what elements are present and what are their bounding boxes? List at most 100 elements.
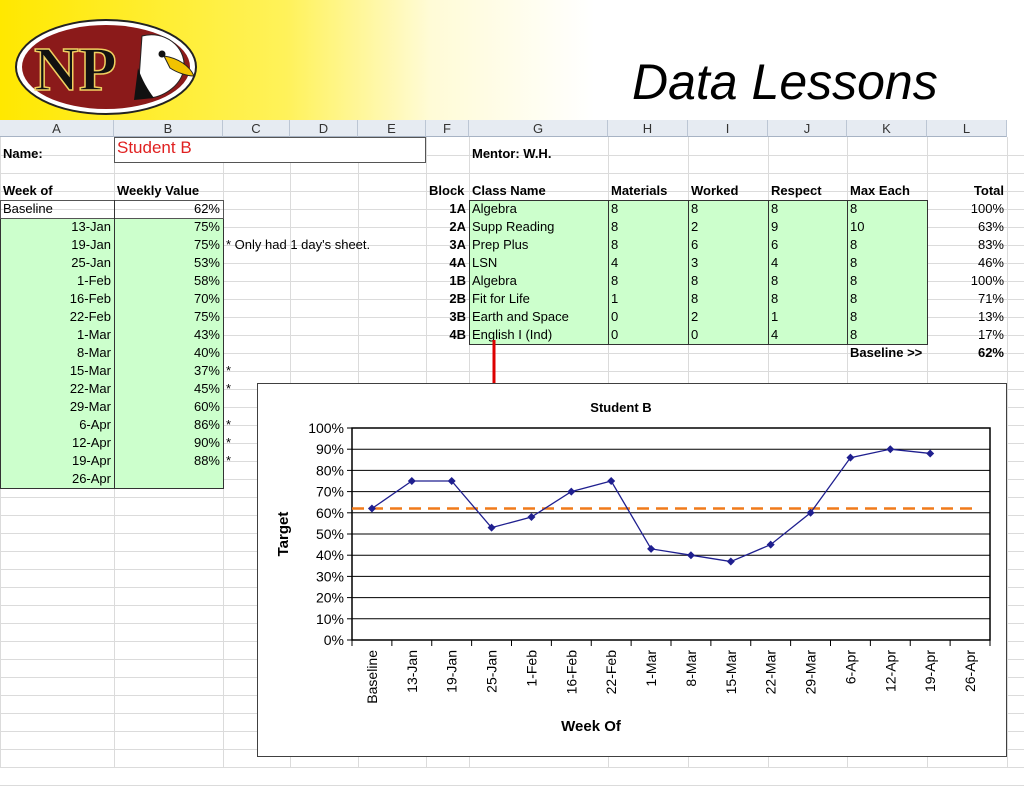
class-materials[interactable]: 8 — [611, 219, 619, 234]
class-max-each[interactable]: 8 — [850, 237, 858, 252]
class-worked[interactable]: 3 — [691, 255, 699, 270]
class-respect[interactable]: 9 — [771, 219, 779, 234]
col-header-j[interactable]: J — [768, 120, 847, 137]
class-block[interactable]: 3B — [449, 309, 466, 324]
class-name[interactable]: Fit for Life — [472, 291, 530, 306]
week-label[interactable]: 1-Feb — [77, 273, 111, 288]
class-respect[interactable]: 1 — [771, 309, 779, 324]
col-header-h[interactable]: H — [608, 120, 688, 137]
week-note[interactable]: * Only had 1 day's sheet. — [226, 237, 371, 252]
class-block[interactable]: 2B — [449, 291, 466, 306]
class-total[interactable]: 63% — [977, 219, 1004, 234]
header-total[interactable]: Total — [973, 183, 1004, 198]
week-value[interactable]: 86% — [193, 417, 220, 432]
student-name-value[interactable]: Student B — [117, 138, 192, 157]
col-header-e[interactable]: E — [358, 120, 426, 137]
class-total[interactable]: 46% — [977, 255, 1004, 270]
header-week-of[interactable]: Week of — [3, 183, 53, 198]
class-materials[interactable]: 8 — [611, 237, 619, 252]
week-label[interactable]: 29-Mar — [69, 399, 111, 414]
col-header-f[interactable]: F — [426, 120, 469, 137]
header-respect[interactable]: Respect — [771, 183, 822, 198]
col-header-g[interactable]: G — [469, 120, 608, 137]
week-label[interactable]: 15-Mar — [69, 363, 111, 378]
class-max-each[interactable]: 10 — [850, 219, 865, 234]
class-materials[interactable]: 0 — [611, 327, 619, 342]
header-worked[interactable]: Worked — [691, 183, 739, 198]
class-name[interactable]: English I (Ind) — [472, 327, 553, 342]
class-name[interactable]: Algebra — [472, 273, 517, 288]
week-note[interactable]: * — [226, 363, 232, 378]
week-note[interactable]: * — [226, 453, 232, 468]
header-max-each[interactable]: Max Each — [850, 183, 910, 198]
col-header-c[interactable]: C — [223, 120, 290, 137]
class-respect[interactable]: 4 — [771, 327, 779, 342]
week-label[interactable]: 12-Apr — [71, 435, 111, 450]
week-value[interactable]: 75% — [193, 309, 220, 324]
col-header-l[interactable]: L — [927, 120, 1007, 137]
week-value[interactable]: 60% — [193, 399, 220, 414]
week-value[interactable]: 37% — [193, 363, 220, 378]
class-max-each[interactable]: 8 — [850, 273, 858, 288]
week-value[interactable]: 75% — [193, 219, 220, 234]
header-block[interactable]: Block — [429, 183, 465, 198]
class-worked[interactable]: 8 — [691, 291, 699, 306]
week-value[interactable]: 43% — [193, 327, 220, 342]
week-note[interactable]: * — [226, 381, 232, 396]
baseline-total[interactable]: 62% — [977, 345, 1004, 360]
col-header-d[interactable]: D — [290, 120, 358, 137]
class-max-each[interactable]: 8 — [850, 327, 858, 342]
class-name[interactable]: Earth and Space — [472, 309, 569, 324]
class-max-each[interactable]: 8 — [850, 255, 858, 270]
week-value[interactable]: 53% — [193, 255, 220, 270]
col-header-b[interactable]: B — [114, 120, 223, 137]
class-block[interactable]: 3A — [449, 237, 466, 252]
mentor-label[interactable]: Mentor: W.H. — [472, 146, 552, 161]
class-name[interactable]: LSN — [472, 255, 498, 270]
class-materials[interactable]: 4 — [611, 255, 619, 270]
class-block[interactable]: 4B — [449, 327, 466, 342]
header-weekly-value[interactable]: Weekly Value — [117, 183, 200, 198]
class-respect[interactable]: 8 — [771, 273, 779, 288]
class-total[interactable]: 71% — [977, 291, 1004, 306]
class-worked[interactable]: 8 — [691, 273, 699, 288]
class-name[interactable]: Prep Plus — [472, 237, 529, 252]
week-label[interactable]: 19-Jan — [71, 237, 111, 252]
week-label[interactable]: Baseline — [3, 201, 53, 216]
header-class-name[interactable]: Class Name — [472, 183, 546, 198]
week-value[interactable]: 70% — [193, 291, 220, 306]
class-respect[interactable]: 8 — [771, 201, 779, 216]
week-value[interactable] — [117, 470, 220, 488]
class-total[interactable]: 100% — [970, 201, 1004, 216]
class-respect[interactable]: 4 — [771, 255, 779, 270]
class-block[interactable]: 1A — [449, 201, 466, 216]
class-total[interactable]: 100% — [970, 273, 1004, 288]
week-label[interactable]: 6-Apr — [79, 417, 111, 432]
class-materials[interactable]: 8 — [611, 201, 619, 216]
class-block[interactable]: 4A — [449, 255, 466, 270]
class-max-each[interactable]: 8 — [850, 201, 858, 216]
class-total[interactable]: 17% — [977, 327, 1004, 342]
class-respect[interactable]: 8 — [771, 291, 779, 306]
class-worked[interactable]: 2 — [691, 219, 699, 234]
col-header-i[interactable]: I — [688, 120, 768, 137]
class-worked[interactable]: 2 — [691, 309, 699, 324]
class-materials[interactable]: 8 — [611, 273, 619, 288]
week-value[interactable]: 62% — [193, 201, 220, 216]
week-label[interactable]: 26-Apr — [71, 471, 111, 486]
class-max-each[interactable]: 8 — [850, 309, 858, 324]
class-worked[interactable]: 8 — [691, 201, 699, 216]
header-materials[interactable]: Materials — [611, 183, 668, 198]
week-label[interactable]: 8-Mar — [77, 345, 111, 360]
week-label[interactable]: 19-Apr — [71, 453, 111, 468]
class-worked[interactable]: 6 — [691, 237, 699, 252]
week-label[interactable]: 22-Feb — [69, 309, 111, 324]
class-respect[interactable]: 6 — [771, 237, 779, 252]
week-value[interactable]: 90% — [193, 435, 220, 450]
class-total[interactable]: 13% — [977, 309, 1004, 324]
week-note[interactable]: * — [226, 417, 232, 432]
name-label[interactable]: Name: — [3, 146, 43, 161]
name-input-box[interactable] — [114, 137, 426, 163]
class-total[interactable]: 83% — [977, 237, 1004, 252]
week-label[interactable]: 22-Mar — [69, 381, 111, 396]
